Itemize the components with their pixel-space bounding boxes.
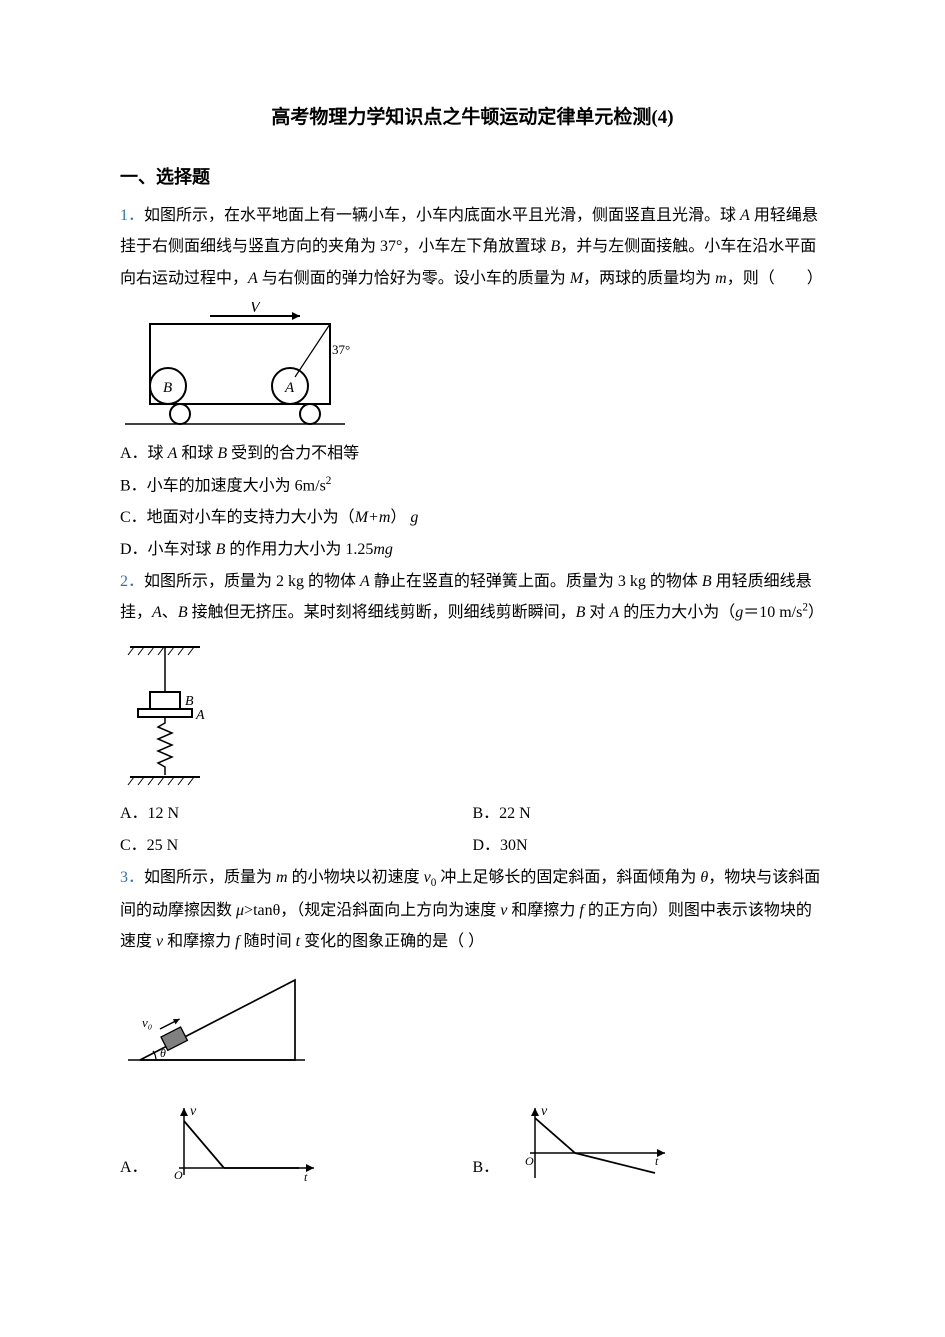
q3-number: 3． — [120, 869, 144, 886]
svg-text:B: B — [163, 380, 172, 396]
section-heading: 一、选择题 — [120, 160, 825, 194]
q2-optA: A．12 N — [120, 798, 473, 830]
q3-optB-label: B． — [473, 1153, 500, 1183]
q2-text: 2．如图所示，质量为 2 kg 的物体 A 静止在竖直的轻弹簧上面。质量为 3 … — [120, 566, 825, 628]
svg-text:v₀: v₀ — [142, 1015, 152, 1030]
q1-optA: A．球 A 和球 B 受到的合力不相等 — [120, 438, 825, 470]
svg-text:A: A — [195, 708, 205, 723]
q2-optC: C．25 N — [120, 830, 473, 862]
svg-text:t: t — [304, 1170, 308, 1183]
q3-text: 3．如图所示，质量为 m 的小物块以初速度 v0 冲上足够长的固定斜面，斜面倾角… — [120, 862, 825, 957]
q3-graph-row: A． v O t B． v O t — [120, 1103, 825, 1183]
q1-text: 1．如图所示，在水平地面上有一辆小车，小车内底面水平且光滑，侧面竖直且光滑。球 … — [120, 200, 825, 294]
svg-text:V: V — [250, 302, 262, 316]
svg-text:v: v — [190, 1104, 197, 1119]
q2-optD: D．30N — [473, 830, 826, 862]
q3-figure-incline: v₀ θ — [120, 965, 825, 1075]
svg-text:O: O — [174, 1168, 183, 1182]
q1-optB: B．小车的加速度大小为 6m/s2 — [120, 470, 825, 502]
q3-graphA: v O t — [154, 1103, 324, 1183]
svg-text:B: B — [185, 694, 194, 709]
page-title: 高考物理力学知识点之牛顿运动定律单元检测(4) — [120, 100, 825, 136]
q2-optB: B．22 N — [473, 798, 826, 830]
svg-text:O: O — [525, 1154, 534, 1168]
q2-options: A．12 N B．22 N C．25 N D．30N — [120, 798, 825, 862]
svg-text:A: A — [284, 380, 295, 396]
q1-t1: 如图所示，在水平地面上有一辆小车，小车内底面水平且光滑，侧面竖直且光滑。球 — [144, 207, 740, 224]
svg-text:θ: θ — [160, 1046, 166, 1060]
q1-t6: ，则（ ） — [727, 270, 823, 287]
q1-number: 1． — [120, 207, 144, 224]
svg-text:v: v — [541, 1104, 548, 1119]
q1-optD: D．小车对球 B 的作用力大小为 1.25mg — [120, 534, 825, 566]
q1-t5: ，两球的质量均为 — [583, 270, 715, 287]
svg-text:37°: 37° — [332, 342, 350, 357]
q2-figure: B A — [120, 637, 825, 792]
q1-optC: C．地面对小车的支持力大小为（M+m） g — [120, 502, 825, 534]
q3-graphB: v O t — [505, 1103, 675, 1183]
q1-figure: V 37° A B — [120, 302, 825, 432]
q1-t4: 与右侧面的弹力恰好为零。设小车的质量为 — [258, 270, 570, 287]
q2-number: 2． — [120, 573, 144, 590]
q3-optA-label: A． — [120, 1153, 148, 1183]
